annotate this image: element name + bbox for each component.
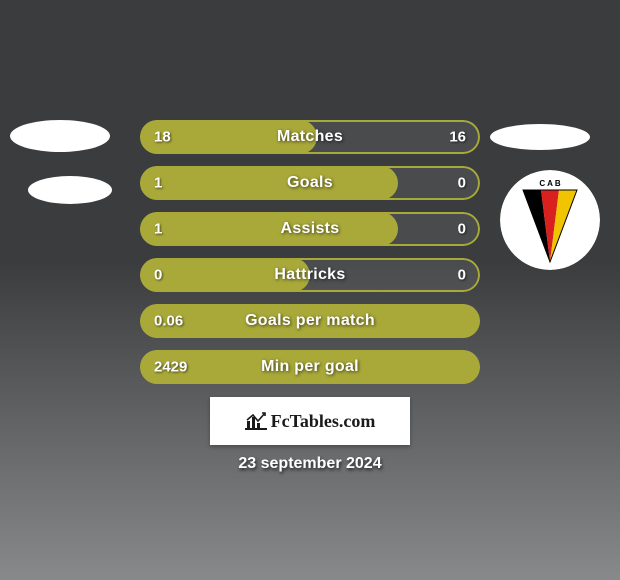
- stat-label: Min per goal: [140, 358, 480, 376]
- stat-row: 2429Min per goal: [140, 350, 480, 384]
- stat-label: Assists: [140, 220, 480, 238]
- stat-label: Goals per match: [140, 312, 480, 330]
- svg-text:C A B: C A B: [539, 179, 560, 188]
- stat-label: Hattricks: [140, 266, 480, 284]
- fctables-badge[interactable]: FcTables.com: [210, 397, 410, 445]
- stat-row: 00Hattricks: [140, 258, 480, 292]
- chart-icon: [245, 412, 267, 430]
- stats-panel: 1816Matches 10Goals 10Assists 00Hattricks 0.…: [140, 120, 480, 396]
- stat-row: 1816Matches: [140, 120, 480, 154]
- stat-row: 0.06Goals per match: [140, 304, 480, 338]
- stat-label: Goals: [140, 174, 480, 192]
- stat-row: 10Assists: [140, 212, 480, 246]
- date-label: 23 september 2024: [0, 455, 620, 473]
- stat-row: 10Goals: [140, 166, 480, 200]
- fctables-text: FcTables.com: [271, 411, 376, 432]
- club-badge: C A B: [500, 170, 600, 270]
- stat-label: Matches: [140, 128, 480, 146]
